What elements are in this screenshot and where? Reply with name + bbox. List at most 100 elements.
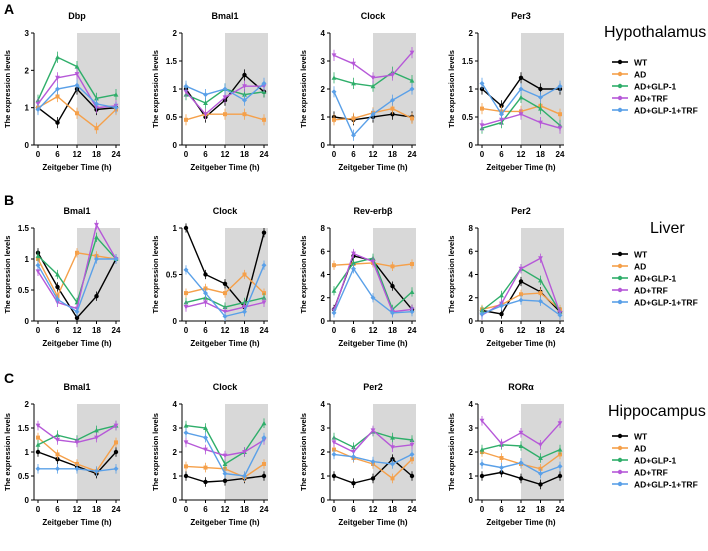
- data-point: [94, 95, 99, 101]
- data-point: [74, 309, 80, 315]
- data-point: [203, 435, 208, 441]
- x-tick-label: 6: [351, 505, 356, 514]
- data-point: [557, 473, 563, 479]
- legend-entry: WT: [634, 58, 648, 68]
- y-tick-label: 0: [173, 141, 178, 150]
- data-point: [203, 112, 208, 117]
- data-point: [390, 476, 395, 481]
- data-point: [113, 423, 119, 429]
- legend-entry: AD+GLP-1: [634, 274, 677, 284]
- data-point: [242, 92, 247, 97]
- y-tick-label: 1: [25, 448, 30, 457]
- data-point: [409, 289, 415, 294]
- data-point: [222, 478, 228, 483]
- y-tick-label: 3: [173, 424, 178, 433]
- legend-marker: [617, 299, 623, 305]
- chart-title: Clock: [213, 382, 239, 392]
- y-axis-label: The expression levels: [447, 50, 456, 128]
- data-point: [184, 464, 188, 469]
- data-point: [390, 73, 395, 78]
- x-tick-label: 0: [480, 326, 485, 335]
- y-axis-label: The expression levels: [3, 236, 12, 314]
- data-point: [222, 313, 228, 319]
- legend-entry: AD+GLP-1+TRF: [634, 106, 698, 116]
- x-tick-label: 0: [332, 326, 337, 335]
- data-point: [351, 132, 356, 138]
- data-point: [203, 300, 208, 305]
- y-tick-label: 1: [173, 472, 178, 481]
- y-tick-label: 0.5: [18, 286, 30, 295]
- x-axis-label: Zeitgeber Time (h): [190, 518, 260, 527]
- data-point: [222, 86, 228, 92]
- data-point: [331, 310, 337, 316]
- data-point: [183, 83, 189, 89]
- data-point: [409, 451, 415, 457]
- y-tick-label: 4: [469, 271, 474, 280]
- data-point: [557, 312, 563, 318]
- x-axis-label: Zeitgeber Time (h): [338, 518, 408, 527]
- legend-marker: [617, 83, 623, 89]
- chart-per3-r0: 0 0.5 1 1.5 2 0 6 12 18 24 Per3 Zeitgeber Time (h) T…: [447, 11, 565, 172]
- data-point: [203, 425, 208, 430]
- x-tick-label: 12: [221, 326, 230, 335]
- y-tick-label: 1: [469, 472, 474, 481]
- x-axis-label: Zeitgeber Time (h): [338, 163, 408, 172]
- x-tick-label: 18: [240, 505, 249, 514]
- legend-marker: [617, 445, 623, 451]
- data-point: [518, 460, 524, 466]
- data-point: [331, 473, 337, 479]
- x-tick-label: 12: [73, 505, 82, 514]
- chart-title: Clock: [361, 11, 387, 21]
- data-point: [480, 106, 484, 111]
- data-point: [499, 303, 504, 309]
- x-tick-label: 12: [517, 150, 526, 159]
- data-point: [203, 272, 208, 277]
- night-shading: [373, 33, 416, 145]
- data-point: [499, 441, 504, 447]
- y-tick-label: 2: [25, 66, 30, 75]
- data-point: [94, 256, 99, 262]
- data-point: [390, 461, 395, 467]
- y-tick-label: 2: [321, 85, 326, 94]
- data-point: [183, 305, 189, 310]
- x-tick-label: 18: [240, 150, 249, 159]
- night-shading: [77, 228, 120, 321]
- data-point: [479, 418, 485, 424]
- data-point: [242, 72, 247, 78]
- data-point: [351, 116, 356, 121]
- data-point: [242, 299, 247, 305]
- legend-entry: AD: [634, 444, 646, 454]
- data-point: [183, 430, 189, 436]
- night-shading: [521, 404, 564, 500]
- data-point: [55, 272, 60, 277]
- legend-marker: [617, 59, 623, 65]
- x-tick-label: 12: [73, 326, 82, 335]
- x-tick-label: 12: [517, 505, 526, 514]
- data-point: [35, 107, 41, 113]
- data-point: [558, 112, 562, 117]
- data-point: [242, 450, 247, 455]
- chart-bmal1-r1: 0 0.5 1 1.5 0 6 12 18 24 Bmal1 Zeitgeber Time (h) T…: [3, 206, 121, 348]
- data-point: [370, 75, 376, 81]
- data-point: [94, 234, 99, 240]
- y-tick-label: 1.5: [462, 57, 474, 66]
- data-point: [351, 481, 356, 486]
- data-point: [409, 473, 415, 479]
- x-tick-label: 24: [556, 505, 565, 514]
- x-tick-label: 0: [480, 505, 485, 514]
- data-point: [113, 256, 119, 262]
- panel-letter-b: B: [4, 192, 14, 208]
- y-tick-label: 2: [321, 294, 326, 303]
- y-tick-label: 4: [321, 29, 326, 38]
- data-point: [351, 266, 356, 272]
- legend-marker: [617, 469, 623, 475]
- data-point: [113, 92, 119, 97]
- legend-marker: [617, 251, 623, 257]
- y-tick-label: 8: [321, 224, 326, 233]
- data-point: [242, 97, 247, 103]
- x-axis-label: Zeitgeber Time (h): [486, 518, 556, 527]
- y-tick-label: 0.5: [166, 271, 178, 280]
- chart-clock-r1: 0 0.5 1 0 6 12 18 24 Clock Zeitgeber Time (h) The …: [151, 206, 269, 348]
